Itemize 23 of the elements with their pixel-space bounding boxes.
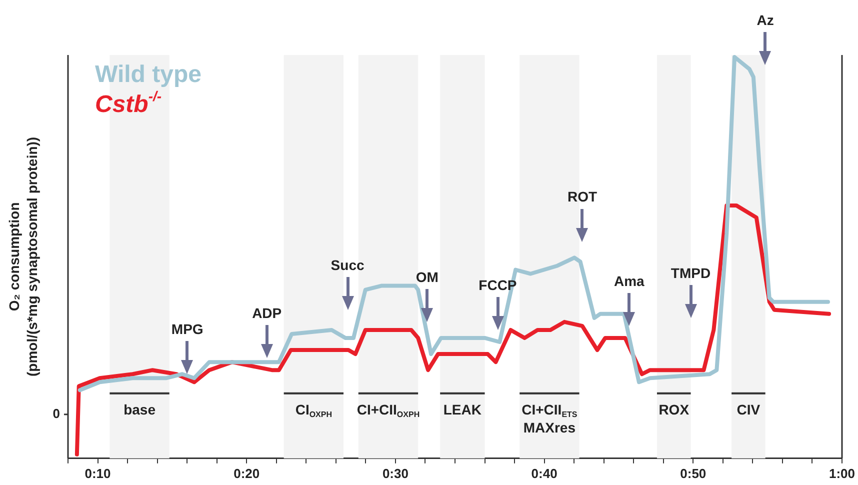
annotation: Ama: [614, 272, 645, 289]
band-label: LEAK: [443, 401, 482, 418]
annotation: Az: [756, 12, 774, 28]
x-tick-label: 0:10: [84, 466, 111, 481]
annotation: ADP: [252, 305, 282, 322]
text: Wild type: [95, 61, 202, 88]
band-label: ROX: [658, 401, 690, 418]
annotation: ROT: [567, 188, 598, 205]
x-tick-label: 1:00: [828, 466, 856, 481]
annotation: FCCP: [478, 276, 517, 293]
x-tick-label: 0:30: [382, 466, 408, 481]
band-label: CIV: [736, 401, 761, 418]
x-tick-label: 0:50: [680, 466, 706, 481]
annotation: OM: [416, 268, 438, 285]
y-axis-title: O₂ consumption (pmol/(s*mg synaptosomal protein)): [6, 136, 40, 376]
text: 0: [52, 406, 60, 421]
annotation: MPG: [171, 321, 204, 338]
annotation: Succ: [330, 256, 364, 273]
x-tick-label: 0:20: [234, 466, 260, 481]
text: Cstb-/-: [95, 88, 162, 118]
band-label: base: [124, 401, 156, 418]
annotation: TMPD: [670, 264, 711, 281]
x-tick-label: 0:40: [531, 466, 558, 481]
